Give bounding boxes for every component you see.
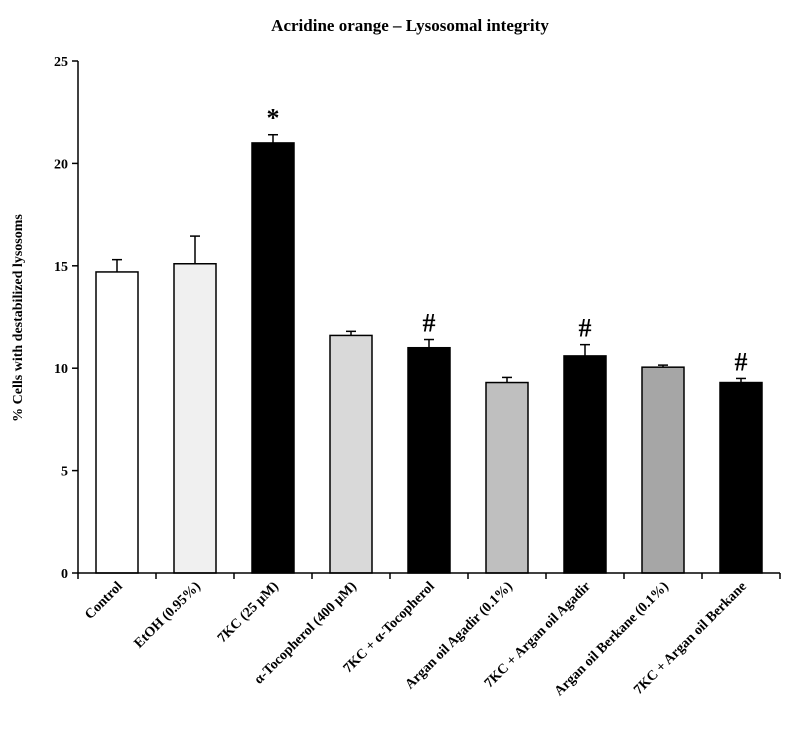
annotations-group: * # # # bbox=[267, 104, 748, 377]
bar bbox=[329, 334, 373, 574]
bar bbox=[563, 355, 607, 574]
y-axis-label: % Cells with destabilized lysosoms bbox=[11, 214, 26, 422]
significance-marker: # bbox=[579, 314, 592, 343]
significance-marker: # bbox=[423, 309, 436, 338]
y-tick-label: 15 bbox=[54, 260, 68, 275]
significance-marker: * bbox=[267, 104, 280, 133]
error-bars-group bbox=[112, 133, 746, 383]
bar bbox=[173, 263, 217, 574]
x-tick-label: Control bbox=[82, 579, 126, 623]
y-tick-label: 20 bbox=[54, 157, 68, 172]
x-tick-label: EtOH (0.95%) bbox=[132, 579, 204, 651]
y-tick-label: 10 bbox=[54, 362, 68, 377]
y-ticks-group: 0 5 10 15 20 25 bbox=[54, 55, 78, 582]
bar bbox=[95, 271, 139, 574]
y-tick-label: 0 bbox=[61, 567, 68, 582]
x-tick-label: 7KC (25 µM) bbox=[215, 579, 282, 646]
bar bbox=[641, 366, 685, 574]
axes-group bbox=[77, 61, 781, 579]
bar bbox=[485, 381, 529, 574]
chart-title: Acridine orange – Lysosomal integrity bbox=[271, 16, 549, 35]
y-tick-label: 5 bbox=[61, 465, 68, 480]
y-tick-label: 25 bbox=[54, 55, 68, 70]
bars-group bbox=[95, 142, 763, 574]
significance-marker: # bbox=[735, 347, 748, 376]
bar bbox=[719, 381, 763, 574]
bar bbox=[251, 142, 295, 574]
bar bbox=[407, 346, 451, 574]
x-labels-group: Control EtOH (0.95%) 7KC (25 µM)α-Tocopher… bbox=[82, 579, 749, 699]
